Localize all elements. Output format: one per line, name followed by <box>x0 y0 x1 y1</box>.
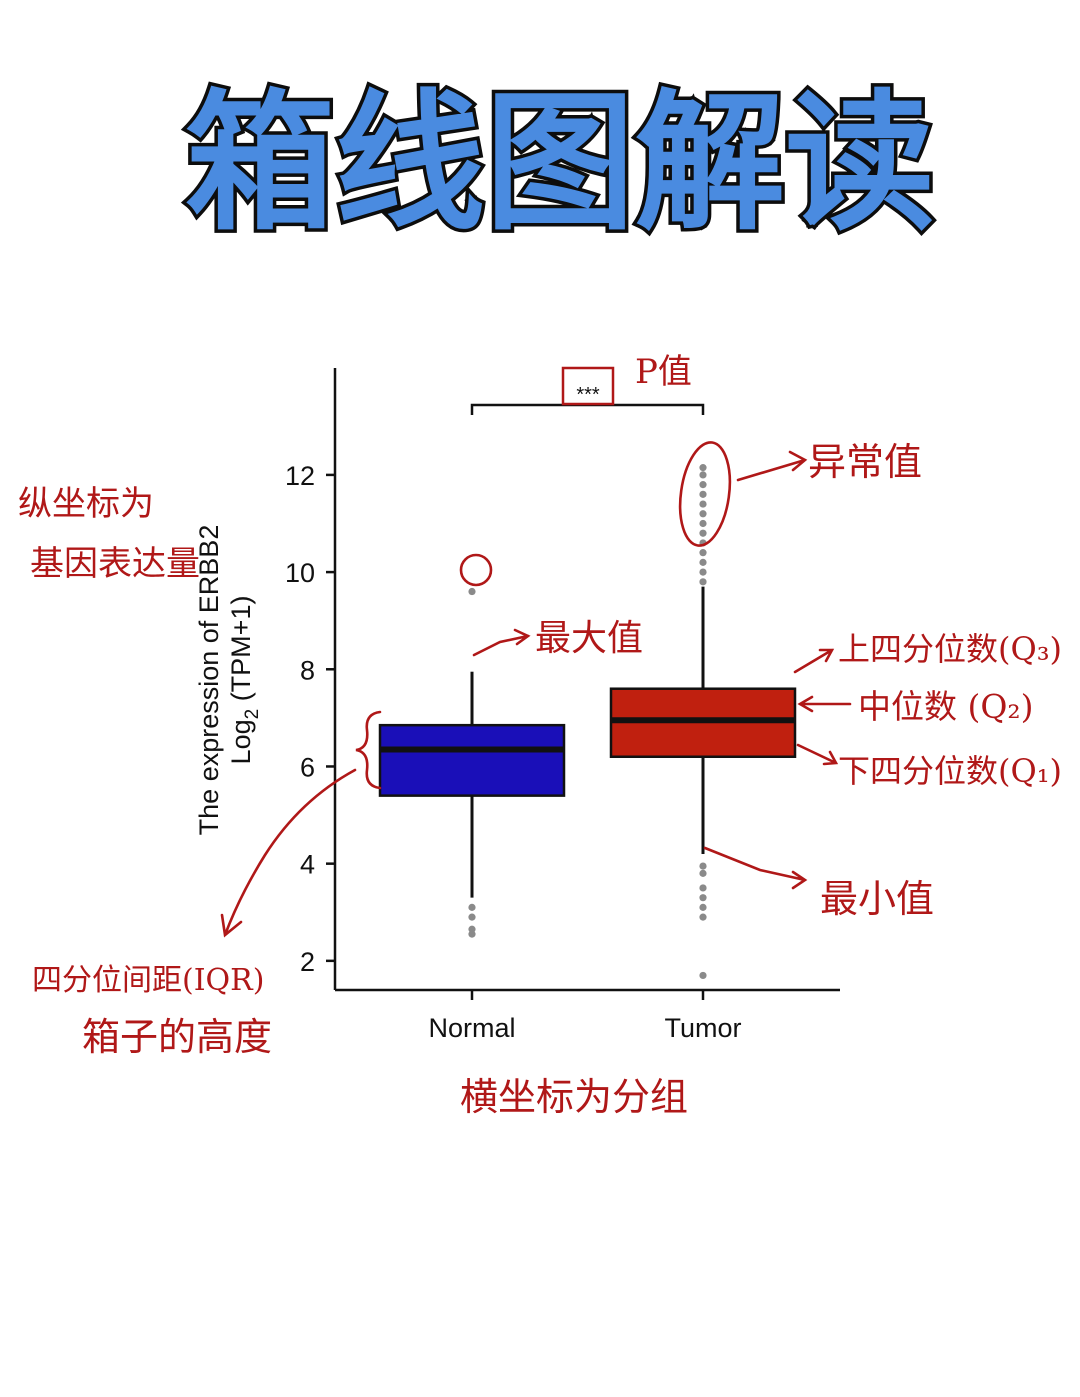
outlier-point <box>699 510 707 518</box>
box-group-tumor <box>609 464 797 980</box>
iqr-arrow <box>220 768 357 938</box>
x-axis-note: 横坐标为分组 <box>460 1075 688 1119</box>
min-arrow <box>703 846 808 890</box>
y-tick-label: 6 <box>300 752 315 782</box>
outlier-point <box>699 471 707 479</box>
outlier-point <box>699 529 707 537</box>
y-axis-label-line1: The expression of ERBB2 <box>194 525 224 836</box>
tumor-outlier-ellipse <box>678 441 732 547</box>
q1-arrow <box>796 743 839 766</box>
x-tick-label-tumor: Tumor <box>664 1013 741 1043</box>
p-value-box <box>561 366 615 406</box>
iqr-box <box>378 723 566 797</box>
p-value-label: P值 <box>635 352 692 392</box>
box-group-normal <box>378 587 566 938</box>
y-tick-label: 10 <box>285 558 315 588</box>
y-axis-note-line2: 基因表达量 <box>30 544 200 584</box>
outlier-point <box>699 862 707 870</box>
outlier-point <box>699 894 707 902</box>
x-ticks: Normal Tumor <box>428 990 742 1043</box>
outlier-point <box>468 903 476 911</box>
y-tick-label: 4 <box>300 850 315 880</box>
y-axis-label-line2: Log2 (TPM+1) <box>226 596 263 765</box>
y-tick-label: 8 <box>300 655 315 685</box>
outlier-point <box>699 903 707 911</box>
outlier-point <box>699 971 707 980</box>
x-tick-label-normal: Normal <box>428 1013 515 1043</box>
outlier-point <box>699 490 707 498</box>
outlier-point <box>468 587 476 596</box>
max-label: 最大值 <box>535 618 643 659</box>
y-axis-label: The expression of ERBB2 Log2 (TPM+1) <box>194 525 263 836</box>
outlier-point <box>699 481 707 489</box>
iqr-note-line2: 箱子的高度 <box>82 1015 272 1059</box>
outlier-point <box>699 568 707 576</box>
max-arrow <box>472 628 531 657</box>
significance-stars: *** <box>576 384 600 406</box>
outlier-point <box>699 578 707 586</box>
y-axis-label-unit: (TPM+1) <box>226 596 256 709</box>
outlier-point <box>699 558 707 566</box>
outlier-point <box>699 519 707 528</box>
outlier-point <box>699 500 707 508</box>
outlier-point <box>699 884 707 892</box>
median-label: 中位数 (Q₂) <box>858 687 1034 726</box>
y-tick-label: 2 <box>300 947 315 977</box>
min-label: 最小值 <box>820 877 934 921</box>
q3-arrow <box>793 648 835 674</box>
normal-outlier-circle <box>459 553 493 587</box>
outlier-point <box>699 913 707 921</box>
y-tick-label: 12 <box>285 461 315 491</box>
iqr-note-line1: 四分位间距(IQR) <box>32 963 264 998</box>
box-groups <box>378 464 797 980</box>
outlier-point <box>699 869 707 877</box>
outlier-point <box>699 464 707 472</box>
y-axis-label-log: Log <box>226 719 256 764</box>
y-axis-note-line1: 纵坐标为 <box>18 484 154 524</box>
outlier-arrow <box>736 450 808 482</box>
q1-label: 下四分位数(Q₁) <box>838 752 1062 790</box>
outlier-label: 异常值 <box>808 440 922 484</box>
annotation-strokes <box>220 441 852 938</box>
outlier-point <box>699 549 707 557</box>
annotation-labels: P值 异常值 最大值 上四分位数(Q₃) 中位数 (Q₂) 下四分位数(Q₁) … <box>18 352 1062 1119</box>
median-arrow <box>797 695 852 713</box>
y-ticks: 2 4 6 8 10 12 <box>285 461 335 977</box>
y-axis-label-sub: 2 <box>242 709 263 720</box>
significance-bracket <box>470 403 705 415</box>
outlier-point <box>468 925 476 933</box>
outlier-point <box>468 913 476 921</box>
q3-label: 上四分位数(Q₃) <box>838 630 1062 668</box>
iqr-brace <box>355 710 382 790</box>
page-title: 箱线图解读 <box>185 77 935 251</box>
